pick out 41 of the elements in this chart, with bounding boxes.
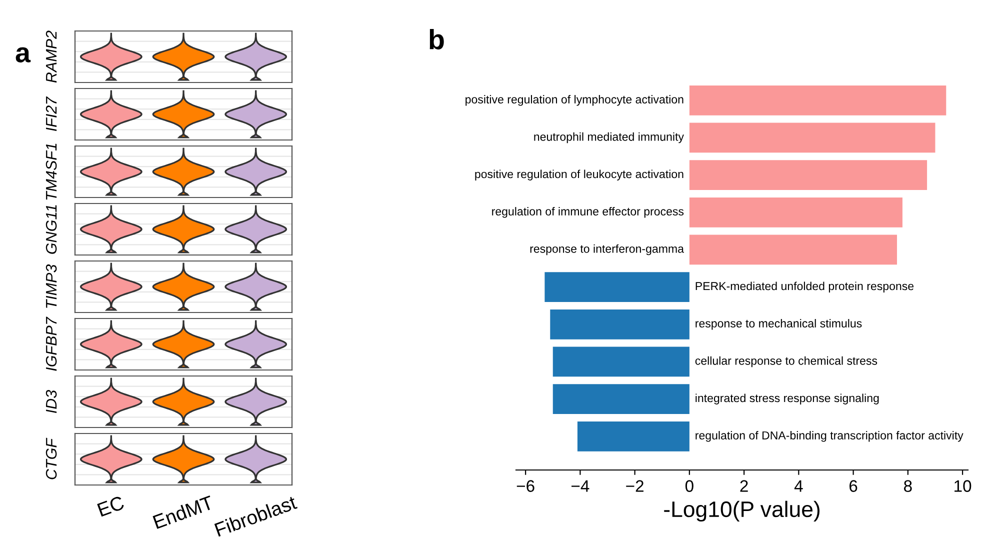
- category-label: TM4SF1: [46, 144, 57, 200]
- x-tick-label: 10: [954, 480, 972, 492]
- category-label: GNG11: [46, 205, 57, 254]
- category-label: regulation of DNA-binding transcription factor activity: [696, 431, 964, 442]
- bar: [689, 122, 936, 153]
- bar: [544, 272, 690, 302]
- category-label: response to interferon-gamma: [530, 244, 684, 256]
- category-label: neutrophil mediated immunity: [534, 132, 684, 144]
- bar: [552, 384, 690, 414]
- category-label: RAMP2: [46, 30, 57, 83]
- chart-title: b: [430, 29, 444, 50]
- category-label: EC: [97, 495, 125, 517]
- bar: [689, 160, 928, 190]
- category-label: ID3: [46, 390, 57, 414]
- x-tick-label: 8: [904, 480, 912, 492]
- x-tick-label: 0: [685, 480, 694, 492]
- category-label: integrated stress response signaling: [696, 394, 879, 404]
- category-label: IGFBP7: [46, 316, 57, 371]
- category-label: PERK-mediated unfolded protein response: [696, 282, 914, 292]
- x-tick-label: −4: [572, 480, 590, 492]
- category-label: CTGF: [46, 438, 57, 480]
- bar: [689, 234, 897, 265]
- category-label: IFI27: [46, 96, 57, 132]
- category-label: response to mechanical stimulus: [696, 319, 862, 330]
- category-label: TIMP3: [46, 264, 57, 308]
- x-tick-label: 6: [850, 480, 858, 492]
- x-tick-label: −6: [516, 480, 534, 492]
- x-tick-label: 2: [740, 480, 748, 492]
- bar: [577, 421, 690, 452]
- category-label: positive regulation of leukocyte activation: [475, 170, 684, 180]
- x-axis-title: -Log10(P value): [664, 500, 820, 522]
- text: a: [16, 47, 31, 62]
- x-tick-label: −2: [626, 480, 644, 492]
- bar: [689, 197, 902, 228]
- bar: [689, 85, 946, 116]
- x-tick-label: 4: [794, 480, 803, 492]
- bar: [552, 346, 690, 377]
- category-label: cellular response to chemical stress: [695, 356, 878, 368]
- category-label: positive regulation of lymphocyte activation: [466, 95, 684, 106]
- bar: [550, 309, 690, 340]
- category-label: regulation of immune effector process: [492, 207, 684, 218]
